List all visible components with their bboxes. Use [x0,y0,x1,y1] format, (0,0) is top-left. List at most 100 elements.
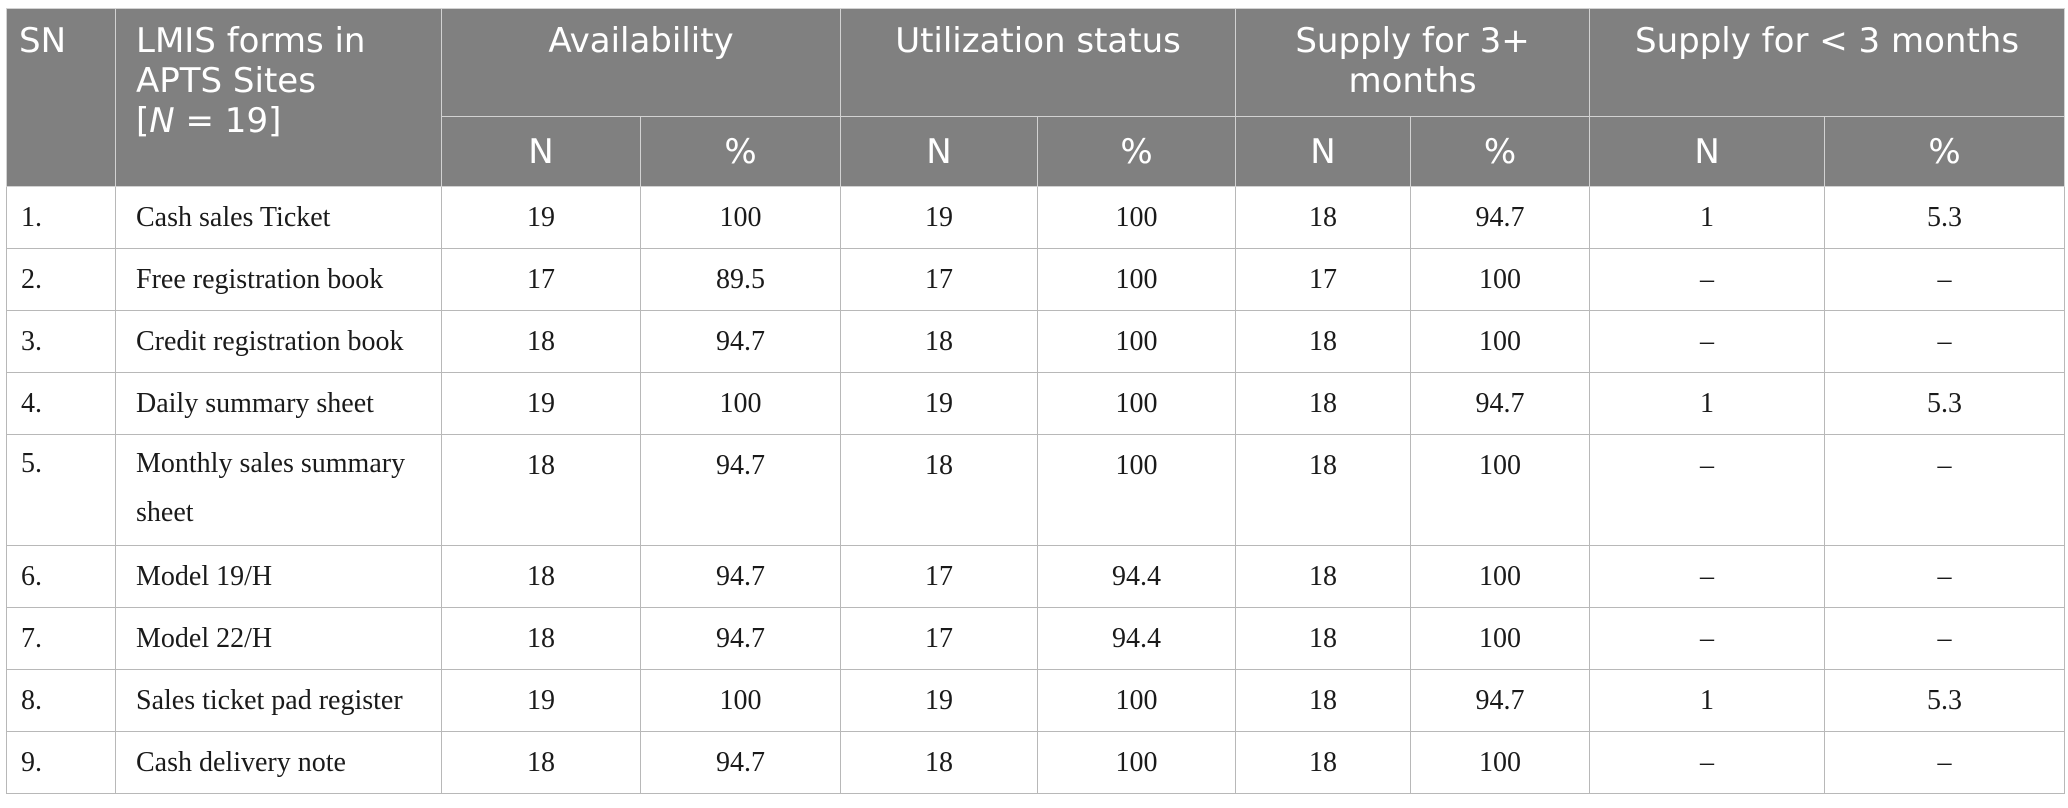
cell-supply-3plus-n: 18 [1235,607,1412,670]
header-supply-3plus: Supply for 3+ months [1235,8,1591,117]
header-form-line3-prefix: [ [136,101,150,141]
cell-supply-lt3-pct: 5.3 [1824,372,2066,435]
cell-utilization-n: 19 [840,372,1039,435]
header-sn: SN [6,8,116,187]
cell-form: Credit registration book [115,310,442,373]
cell-availability-pct: 94.7 [639,545,842,608]
header-supply-lt3-pct: % [1824,116,2066,187]
cell-availability-pct: 94.7 [639,731,842,794]
cell-utilization-pct: 94.4 [1037,545,1237,608]
cell-form: Cash delivery note [115,731,442,794]
cell-sn: 6. [6,545,116,608]
cell-availability-n: 17 [441,248,641,311]
cell-supply-lt3-pct: – [1824,310,2066,373]
cell-utilization-n: 18 [840,310,1039,373]
cell-utilization-n: 17 [840,545,1039,608]
table-row: 8. Sales ticket pad register 19 100 19 1… [6,669,2066,732]
header-form-line3-n: N [149,101,175,141]
cell-sn: 8. [6,669,116,732]
cell-utilization-pct: 100 [1037,310,1237,373]
cell-supply-lt3-n: 1 [1589,186,1826,249]
cell-supply-lt3-pct: – [1824,248,2066,311]
cell-supply-3plus-pct: 100 [1410,434,1591,546]
cell-supply-lt3-n: – [1589,545,1826,608]
cell-availability-n: 18 [441,607,641,670]
cell-availability-pct: 100 [639,186,842,249]
cell-supply-3plus-pct: 100 [1410,607,1591,670]
header-form-line1: LMIS forms in [136,21,366,61]
table-row: 1. Cash sales Ticket 19 100 19 100 18 94… [6,186,2066,249]
header-lmis-forms: LMIS forms in APTS Sites [N = 19] [115,8,442,187]
header-utilization-status: Utilization status [840,8,1237,117]
cell-supply-lt3-n: – [1589,310,1826,373]
cell-supply-3plus-n: 17 [1235,248,1412,311]
lmis-forms-table: SN LMIS forms in APTS Sites [N = 19] Ava… [6,8,2066,794]
cell-supply-lt3-pct: – [1824,731,2066,794]
table-row: 6. Model 19/H 18 94.7 17 94.4 18 100 – – [6,545,2066,608]
cell-utilization-n: 19 [840,669,1039,732]
cell-supply-lt3-pct: – [1824,545,2066,608]
cell-availability-pct: 94.7 [639,607,842,670]
cell-availability-n: 19 [441,372,641,435]
table-row: 2. Free registration book 17 89.5 17 100… [6,248,2066,311]
cell-sn: 1. [6,186,116,249]
header-utilization-pct: % [1037,116,1237,187]
cell-supply-3plus-n: 18 [1235,731,1412,794]
cell-availability-pct: 94.7 [639,310,842,373]
cell-availability-pct: 100 [639,669,842,732]
cell-supply-lt3-n: 1 [1589,669,1826,732]
cell-form: Cash sales Ticket [115,186,442,249]
cell-sn: 3. [6,310,116,373]
cell-supply-lt3-pct: – [1824,607,2066,670]
cell-form: Free registration book [115,248,442,311]
header-supply-lt3-n: N [1589,116,1826,187]
table-row: 9. Cash delivery note 18 94.7 18 100 18 … [6,731,2066,794]
cell-utilization-n: 18 [840,731,1039,794]
header-availability-pct: % [639,116,842,187]
cell-sn: 5. [6,434,116,546]
table-row: 4. Daily summary sheet 19 100 19 100 18 … [6,372,2066,435]
header-form-line3-suffix: = 19] [174,101,282,141]
cell-availability-n: 19 [441,186,641,249]
cell-supply-3plus-pct: 100 [1410,310,1591,373]
cell-sn: 7. [6,607,116,670]
header-supply-lt3: Supply for < 3 months [1589,8,2066,117]
cell-utilization-n: 17 [840,248,1039,311]
cell-supply-3plus-pct: 100 [1410,248,1591,311]
cell-supply-lt3-pct: 5.3 [1824,186,2066,249]
cell-utilization-pct: 100 [1037,372,1237,435]
cell-supply-lt3-n: 1 [1589,372,1826,435]
table-body: 1. Cash sales Ticket 19 100 19 100 18 94… [6,186,2066,794]
table-row: 7. Model 22/H 18 94.7 17 94.4 18 100 – – [6,607,2066,670]
cell-availability-n: 18 [441,731,641,794]
cell-form: Monthly sales summary sheet [115,434,442,546]
cell-utilization-pct: 100 [1037,434,1237,546]
cell-utilization-pct: 94.4 [1037,607,1237,670]
header-supply-3plus-pct: % [1410,116,1591,187]
header-utilization-n: N [840,116,1039,187]
cell-supply-lt3-n: – [1589,731,1826,794]
cell-availability-n: 18 [441,434,641,546]
cell-availability-pct: 89.5 [639,248,842,311]
cell-supply-lt3-pct: 5.3 [1824,669,2066,732]
cell-supply-lt3-n: – [1589,607,1826,670]
cell-supply-3plus-pct: 94.7 [1410,186,1591,249]
cell-supply-3plus-n: 18 [1235,186,1412,249]
cell-availability-n: 19 [441,669,641,732]
cell-utilization-pct: 100 [1037,186,1237,249]
cell-sn: 2. [6,248,116,311]
cell-form: Model 19/H [115,545,442,608]
cell-form: Model 22/H [115,607,442,670]
cell-supply-3plus-n: 18 [1235,434,1412,546]
cell-utilization-pct: 100 [1037,669,1237,732]
cell-supply-lt3-pct: – [1824,434,2066,546]
cell-availability-pct: 94.7 [639,434,842,546]
header-form-line2: APTS Sites [136,61,316,101]
table-row: 3. Credit registration book 18 94.7 18 1… [6,310,2066,373]
table-header: SN LMIS forms in APTS Sites [N = 19] Ava… [6,8,2066,187]
cell-form: Daily summary sheet [115,372,442,435]
cell-utilization-n: 18 [840,434,1039,546]
table-row: 5. Monthly sales summary sheet 18 94.7 1… [6,434,2066,546]
cell-form: Sales ticket pad register [115,669,442,732]
cell-supply-lt3-n: – [1589,248,1826,311]
